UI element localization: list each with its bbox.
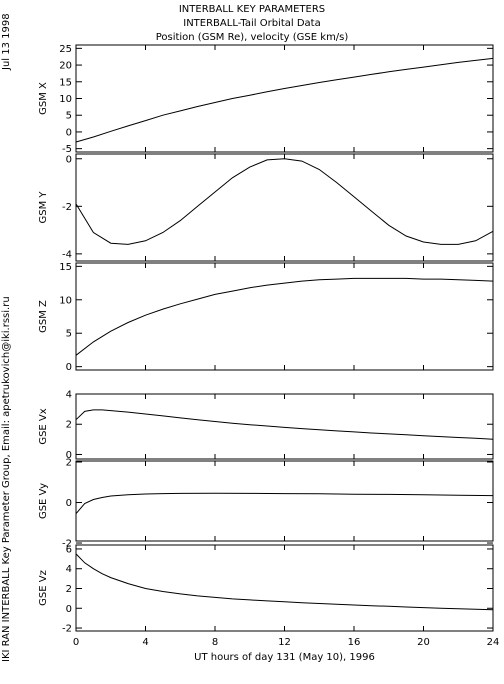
y-tick-label: 6 <box>66 544 72 555</box>
x-tick-label: 8 <box>212 637 218 648</box>
x-tick-label: 16 <box>348 637 361 648</box>
panel-frame <box>75 153 494 262</box>
y-tick-label: 0 <box>66 362 72 373</box>
chart-title: INTERBALL KEY PARAMETERS <box>178 4 326 15</box>
y-tick-label: 5 <box>66 111 72 122</box>
panel-frame <box>75 44 494 153</box>
y-tick-label: -2 <box>62 202 72 213</box>
y-tick-label: 25 <box>59 44 72 55</box>
x-tick-label: 20 <box>417 637 430 648</box>
y-tick-label: 10 <box>59 94 72 105</box>
y-tick-label: -4 <box>62 249 72 260</box>
y-tick-label: 15 <box>59 262 72 273</box>
y-tick-label: -5 <box>62 144 72 155</box>
panel-frame <box>75 544 494 632</box>
y-tick-label: 0 <box>66 127 72 138</box>
y-tick-label: 0 <box>66 498 72 509</box>
series-line <box>75 553 494 611</box>
y-tick-label: 4 <box>66 390 72 401</box>
y-tick-label: 2 <box>66 458 72 469</box>
y-tick-label: 5 <box>66 329 72 340</box>
y-axis-label: GSE Vy <box>38 483 49 519</box>
x-tick-label: 4 <box>142 637 148 648</box>
series-line <box>75 158 494 245</box>
y-tick-label: 2 <box>66 420 72 431</box>
panel-frame <box>75 393 494 460</box>
y-tick-label: -2 <box>62 539 72 550</box>
y-axis-label: GSM Z <box>38 300 49 333</box>
series-line <box>75 57 494 143</box>
y-tick-label: 0 <box>66 604 72 615</box>
y-tick-label: -2 <box>62 624 72 635</box>
y-axis-label: GSM X <box>38 82 49 115</box>
chart-units-line: Position (GSM Re), velocity (GSE km/s) <box>155 32 349 43</box>
y-tick-label: 4 <box>66 564 72 575</box>
y-tick-label: 0 <box>66 450 72 461</box>
panel-frame <box>75 460 494 542</box>
y-axis-label: GSE Vx <box>38 408 49 444</box>
x-tick-label: 12 <box>278 637 291 648</box>
chart-subtitle: INTERBALL-Tail Orbital Data <box>183 18 321 29</box>
series-line <box>75 277 494 356</box>
y-tick-label: 15 <box>59 77 72 88</box>
y-tick-label: 10 <box>59 295 72 306</box>
x-tick-label: 0 <box>73 637 79 648</box>
y-axis-label: GSM Y <box>38 191 49 224</box>
series-line <box>75 409 494 440</box>
x-axis-label: UT hours of day 131 (May 10), 1996 <box>194 652 375 663</box>
y-tick-label: 20 <box>59 61 72 72</box>
series-line <box>75 492 494 515</box>
y-axis-label: GSE Vz <box>38 570 49 606</box>
y-tick-label: 2 <box>66 584 72 595</box>
x-tick-label: 24 <box>487 637 500 648</box>
y-tick-label: 0 <box>66 154 72 165</box>
